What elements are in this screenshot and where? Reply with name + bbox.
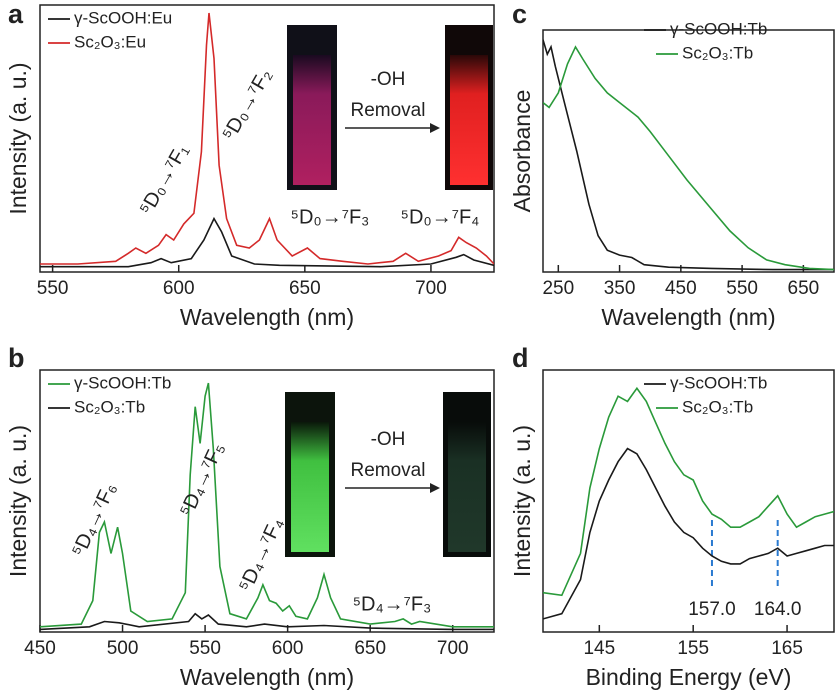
annotation: ⁵D₄→⁷F₅ — [176, 440, 229, 520]
x-axis-title: Wavelength (nm) — [180, 304, 354, 330]
x-tick-label: 145 — [583, 638, 615, 659]
legend-label: Sc₂O₃:Tb — [682, 43, 753, 62]
x-tick-label: 450 — [665, 278, 697, 299]
legend-label: Sc₂O₃:Eu — [74, 32, 146, 51]
arrow-head — [430, 123, 440, 133]
x-tick-label: 700 — [415, 278, 447, 299]
panel: 145 155 165 Binding Energy (eV) Intensity (a… — [509, 343, 835, 690]
panel-label: d — [512, 343, 529, 373]
series-line — [543, 447, 834, 620]
series-line — [40, 216, 494, 268]
legend-label: γ-ScOOH:Tb — [74, 373, 171, 392]
annotation: ⁵D₄→⁷F₃ — [353, 593, 432, 615]
x-tick-label: 650 — [788, 278, 820, 299]
inset-b — [285, 392, 491, 557]
annotation: ⁵D₀→⁷F₄ — [401, 206, 480, 228]
series-line — [543, 386, 834, 597]
legend-label: γ-ScOOH:Eu — [74, 8, 172, 27]
x-tick-label: 550 — [189, 638, 221, 659]
panel: 550 600 650 700 Wavelength (nm) Intensity (a.… — [5, 0, 495, 330]
legend-label: Sc₂O₃:Tb — [74, 397, 145, 416]
x-tick-label: 165 — [771, 638, 803, 659]
series-line — [40, 12, 494, 265]
inset-label: -OH — [371, 429, 406, 450]
series-line — [40, 382, 494, 628]
panel-label: c — [512, 0, 527, 29]
x-tick-label: 550 — [726, 278, 758, 299]
plot-frame — [542, 369, 835, 633]
x-tick-label: 700 — [437, 638, 469, 659]
cuvette — [450, 55, 488, 185]
panel: 250 350 450 550 650 Wavelength (nm) Absorbance… — [509, 0, 835, 330]
x-tick-label: 600 — [272, 638, 304, 659]
x-axis-title: Wavelength (nm) — [601, 304, 775, 330]
legend-label: Sc₂O₃:Tb — [682, 397, 753, 416]
x-tick-label: 650 — [354, 638, 386, 659]
y-axis-title: Absorbance — [509, 90, 535, 213]
y-axis-title: Intensity (a. u.) — [5, 62, 31, 214]
x-tick-label: 500 — [107, 638, 139, 659]
x-tick-label: 650 — [289, 278, 321, 299]
annotation: ⁵D₀→⁷F₁ — [136, 140, 194, 218]
inset-label: Removal — [351, 100, 426, 121]
plot-frame — [39, 369, 495, 633]
plot-frame — [39, 4, 495, 273]
x-axis-title: Wavelength (nm) — [180, 664, 354, 690]
series-line — [543, 45, 834, 271]
cuvette — [293, 55, 331, 185]
legend-label: γ-ScOOH:Tb — [670, 19, 767, 38]
annotation: ⁵D₄→⁷F₄ — [235, 514, 288, 594]
series-line — [543, 39, 834, 271]
inset-label: Removal — [351, 460, 426, 481]
x-tick-label: 450 — [24, 638, 56, 659]
inset-label: -OH — [371, 69, 406, 90]
plot-frame — [542, 29, 835, 273]
marker-label: 164.0 — [754, 599, 802, 620]
panel-label: b — [8, 343, 25, 373]
annotation: ⁵D₀→⁷F₂ — [218, 65, 276, 144]
series-line — [40, 612, 494, 631]
panel-label: a — [8, 0, 24, 29]
inset-a — [287, 25, 493, 190]
x-axis-title: Binding Energy (eV) — [586, 664, 792, 690]
x-tick-label: 250 — [542, 278, 574, 299]
y-axis-title: Intensity (a. u.) — [5, 425, 31, 577]
arrow-head — [430, 483, 440, 493]
x-tick-label: 600 — [163, 278, 195, 299]
cuvette — [291, 422, 329, 552]
annotation: ⁵D₀→⁷F₃ — [291, 206, 370, 228]
x-tick-label: 155 — [677, 638, 709, 659]
y-axis-title: Intensity (a. u.) — [509, 425, 535, 577]
marker-label: 157.0 — [688, 599, 736, 620]
x-tick-label: 550 — [37, 278, 69, 299]
x-tick-label: 350 — [604, 278, 636, 299]
legend-label: γ-ScOOH:Tb — [670, 373, 767, 392]
cuvette — [448, 422, 486, 552]
panel: 450 500 550 600 650 700 Wavelength (nm) Intensi… — [5, 343, 495, 690]
